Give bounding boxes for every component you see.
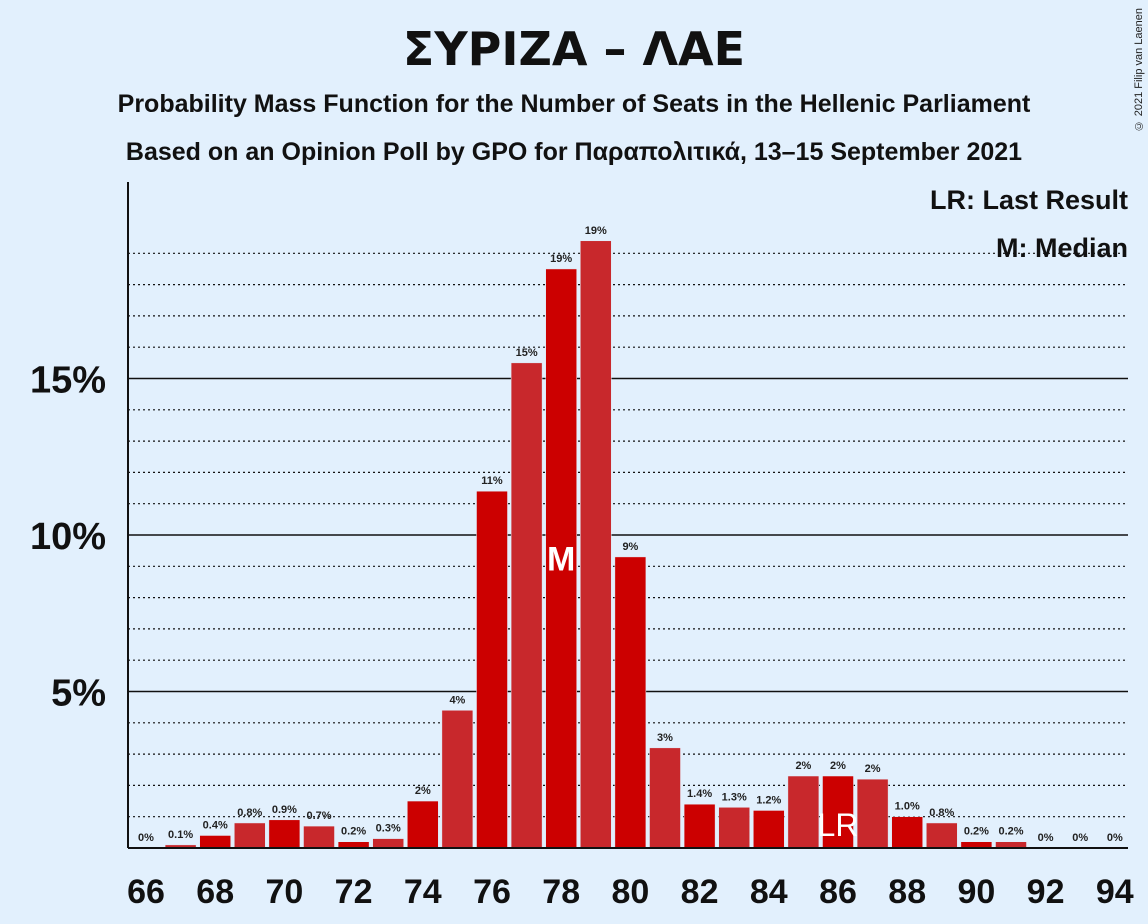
value-label-87: 2% bbox=[865, 763, 881, 775]
value-label-83: 1.3% bbox=[722, 791, 747, 803]
value-label-78: 19% bbox=[550, 253, 572, 265]
bar-68 bbox=[199, 835, 231, 849]
bar-85 bbox=[787, 775, 820, 849]
bar-84 bbox=[753, 810, 785, 849]
value-label-88: 1.0% bbox=[895, 801, 920, 813]
bar-69 bbox=[234, 822, 266, 849]
bar-70 bbox=[268, 819, 301, 849]
x-tick-label-82: 82 bbox=[681, 873, 719, 911]
x-tick-label-94: 94 bbox=[1096, 873, 1134, 911]
bar-81 bbox=[649, 747, 681, 849]
x-tick-label-84: 84 bbox=[750, 873, 788, 911]
x-tick-label-68: 68 bbox=[196, 873, 234, 911]
value-label-94: 0% bbox=[1107, 832, 1123, 844]
value-label-74: 2% bbox=[415, 785, 431, 797]
value-label-73: 0.3% bbox=[376, 823, 401, 835]
y-tick-label-5: 5% bbox=[51, 673, 106, 715]
value-label-68: 0.4% bbox=[203, 819, 228, 831]
x-tick-label-76: 76 bbox=[473, 873, 511, 911]
chart-subtitle: Probability Mass Function for the Number… bbox=[117, 90, 1031, 118]
legend-last-result: LR: Last Result bbox=[929, 185, 1128, 215]
value-label-81: 3% bbox=[657, 732, 673, 744]
value-label-69: 0.8% bbox=[237, 807, 262, 819]
x-tick-label-74: 74 bbox=[404, 873, 442, 911]
x-tick-label-70: 70 bbox=[265, 873, 303, 911]
bar-74 bbox=[407, 800, 439, 849]
value-label-84: 1.2% bbox=[756, 794, 781, 806]
bar-75 bbox=[441, 710, 474, 849]
value-label-85: 2% bbox=[795, 760, 811, 772]
value-label-71: 0.7% bbox=[306, 810, 331, 822]
x-tick-label-88: 88 bbox=[888, 873, 926, 911]
chart-title: ΣΥΡΙΖΑ – ΛΑΕ bbox=[402, 22, 746, 76]
bar-87 bbox=[856, 778, 889, 849]
value-label-77: 15% bbox=[516, 347, 538, 359]
value-label-67: 0.1% bbox=[168, 829, 193, 841]
bar-82 bbox=[683, 803, 716, 849]
legend-median: M: Median bbox=[996, 233, 1128, 263]
y-tick-label-10: 10% bbox=[30, 516, 106, 558]
value-label-82: 1.4% bbox=[687, 788, 712, 800]
bar-86 bbox=[822, 775, 854, 849]
value-label-92: 0% bbox=[1038, 832, 1054, 844]
y-tick-label-15: 15% bbox=[30, 360, 106, 402]
value-label-80: 9% bbox=[622, 541, 638, 553]
bar-73 bbox=[372, 838, 404, 849]
value-label-76: 11% bbox=[481, 475, 503, 487]
bar-83 bbox=[718, 807, 750, 849]
x-tick-label-72: 72 bbox=[335, 873, 373, 911]
value-label-70: 0.9% bbox=[272, 804, 297, 816]
bar-89 bbox=[926, 822, 958, 849]
x-tick-label-78: 78 bbox=[542, 873, 580, 911]
x-tick-label-92: 92 bbox=[1027, 873, 1065, 911]
x-tick-label-90: 90 bbox=[957, 873, 995, 911]
bar-88 bbox=[891, 816, 923, 849]
last-result-marker: LR bbox=[818, 807, 859, 843]
bar-77 bbox=[510, 362, 543, 849]
value-label-75: 4% bbox=[449, 694, 465, 706]
median-marker: M bbox=[547, 540, 575, 578]
x-tick-label-86: 86 bbox=[819, 873, 857, 911]
chart-subtitle-poll: Based on an Opinion Poll by GPO for Παρα… bbox=[125, 138, 1023, 166]
value-label-86: 2% bbox=[830, 760, 846, 772]
value-label-79: 19% bbox=[585, 225, 607, 237]
bar-80 bbox=[614, 556, 647, 849]
value-label-72: 0.2% bbox=[341, 826, 366, 838]
value-label-66: 0% bbox=[138, 832, 154, 844]
value-label-91: 0.2% bbox=[998, 826, 1023, 838]
bar-71 bbox=[303, 825, 335, 849]
value-label-90: 0.2% bbox=[964, 826, 989, 838]
value-label-93: 0% bbox=[1072, 832, 1088, 844]
bar-79 bbox=[580, 240, 612, 849]
x-tick-label-80: 80 bbox=[611, 873, 649, 911]
x-tick-label-66: 66 bbox=[127, 873, 165, 911]
value-label-89: 0.8% bbox=[929, 807, 954, 819]
bar-76 bbox=[476, 490, 508, 849]
